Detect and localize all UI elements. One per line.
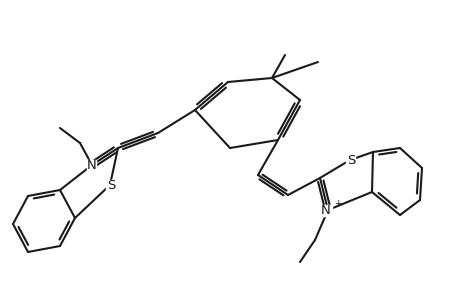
Polygon shape: [323, 204, 332, 216]
Polygon shape: [346, 154, 355, 166]
Text: +: +: [333, 199, 341, 208]
Text: N: N: [320, 204, 330, 216]
Text: S: S: [106, 179, 115, 191]
Polygon shape: [87, 160, 96, 170]
Text: S: S: [346, 153, 354, 166]
Text: N: N: [87, 158, 97, 172]
Polygon shape: [106, 179, 115, 191]
